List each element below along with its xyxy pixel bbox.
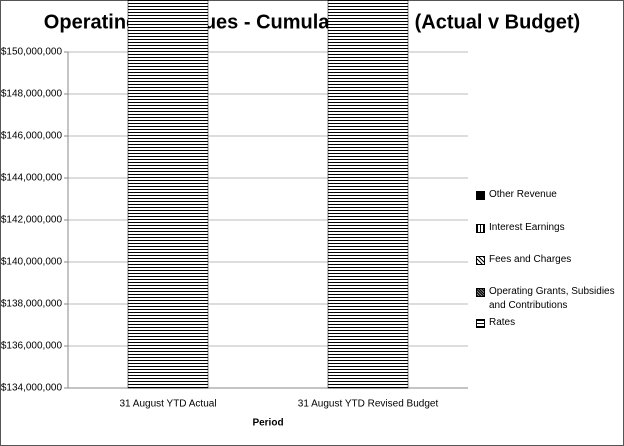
y-tick-label: $140,000,000	[1, 257, 63, 268]
y-tick-label: $146,000,000	[1, 131, 63, 142]
legend-swatch	[476, 288, 485, 297]
x-tick-label: 31 August YTD Revised Budget	[298, 399, 439, 410]
legend-swatch	[476, 256, 485, 265]
legend-label: Fees and Charges	[489, 254, 572, 265]
y-tick-label: $136,000,000	[1, 341, 63, 352]
y-tick-label: $138,000,000	[1, 299, 63, 310]
x-axis-title: Period	[252, 418, 283, 429]
y-tick-label: $142,000,000	[1, 215, 63, 226]
chart-title: Operating Revenues - Cumulative YTD (Act…	[44, 11, 580, 33]
legend-item: Operating Grants, Subsidies and Contribu…	[476, 285, 616, 313]
legend-swatch	[476, 191, 485, 200]
y-tick-label: $148,000,000	[1, 89, 63, 100]
legend-label: Operating Grants, Subsidies and Contribu…	[489, 286, 615, 311]
legend-item: Other Revenue	[476, 188, 616, 202]
legend-swatch	[476, 224, 485, 233]
bar-segment	[327, 0, 409, 389]
bar-segment	[127, 0, 209, 389]
legend-item: Fees and Charges	[476, 253, 616, 267]
legend-label: Other Revenue	[489, 189, 557, 200]
x-tick-label: 31 August YTD Actual	[119, 399, 216, 410]
legend-item: Rates	[476, 316, 616, 330]
y-tick-label: $144,000,000	[1, 173, 63, 184]
legend-label: Rates	[489, 317, 516, 328]
legend-swatch	[476, 319, 485, 328]
legend-label: Interest Earnings	[489, 222, 565, 233]
legend-item: Interest Earnings	[476, 221, 616, 235]
y-tick-label: $134,000,000	[1, 383, 63, 394]
y-tick-label: $150,000,000	[1, 47, 63, 58]
